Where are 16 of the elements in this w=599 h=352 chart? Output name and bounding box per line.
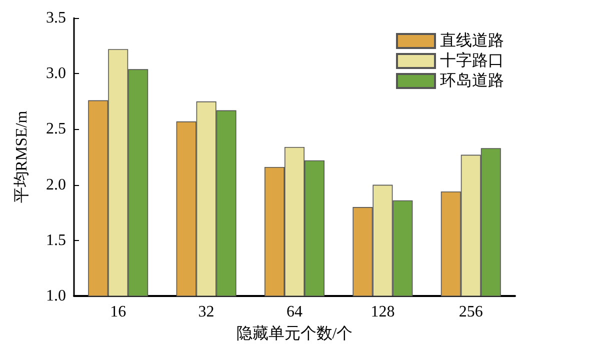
y-tick-label: 2.5 — [46, 120, 66, 138]
x-tick-label: 64 — [286, 304, 302, 320]
x-tick-label: 32 — [198, 304, 214, 320]
x-tick-label: 128 — [370, 304, 395, 320]
x-axis-title: 隐藏单元个数/个 — [236, 324, 353, 342]
y-tick-label: 1.0 — [46, 288, 66, 304]
legend-label: 环岛道路 — [440, 72, 504, 90]
x-tick-label: 256 — [458, 304, 483, 320]
x-tick-label: 16 — [110, 304, 126, 320]
legend-label: 直线道路 — [440, 32, 504, 50]
legend-label: 十字路口 — [440, 52, 504, 70]
y-tick-label: 2.0 — [46, 176, 66, 194]
y-tick-label: 3.5 — [46, 10, 66, 26]
y-tick-label: 3.0 — [46, 65, 66, 82]
y-tick-label: 1.5 — [46, 232, 66, 249]
y-axis-title: 平均RMSE/m — [14, 110, 30, 204]
